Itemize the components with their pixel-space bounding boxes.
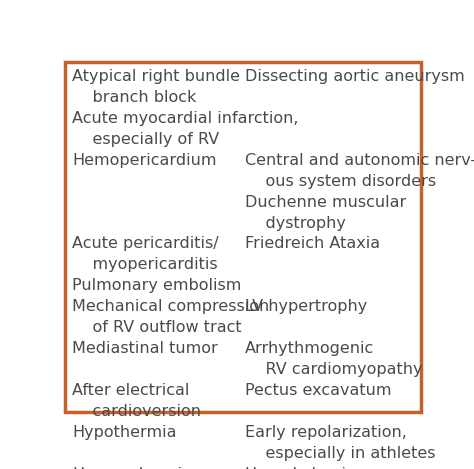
Text: especially of RV: especially of RV — [72, 132, 219, 147]
Text: Central and autonomic nerv-: Central and autonomic nerv- — [245, 153, 474, 168]
Text: LV hypertrophy: LV hypertrophy — [245, 299, 367, 314]
Text: branch block: branch block — [72, 90, 197, 105]
Text: Hyperkalemia: Hyperkalemia — [245, 467, 356, 469]
Text: Hypercalcemia: Hypercalcemia — [72, 467, 192, 469]
Text: Friedreich Ataxia: Friedreich Ataxia — [245, 236, 380, 251]
Text: cardioversion: cardioversion — [72, 404, 201, 419]
Text: especially in athletes: especially in athletes — [245, 446, 435, 461]
Text: Atypical right bundle: Atypical right bundle — [72, 69, 240, 84]
Text: myopericarditis: myopericarditis — [72, 257, 218, 272]
Text: After electrical: After electrical — [72, 383, 190, 398]
Text: dystrophy: dystrophy — [245, 216, 346, 231]
Text: Mediastinal tumor: Mediastinal tumor — [72, 341, 218, 356]
Text: Pulmonary embolism: Pulmonary embolism — [72, 279, 241, 294]
Text: Mechanical compression: Mechanical compression — [72, 299, 269, 314]
Text: Duchenne muscular: Duchenne muscular — [245, 195, 406, 210]
Text: ous system disorders: ous system disorders — [245, 174, 436, 189]
Text: of RV outflow tract: of RV outflow tract — [72, 320, 242, 335]
Text: Hypothermia: Hypothermia — [72, 425, 177, 440]
Text: Hemopericardium: Hemopericardium — [72, 153, 217, 168]
Text: Early repolarization,: Early repolarization, — [245, 425, 407, 440]
Text: Arrhythmogenic: Arrhythmogenic — [245, 341, 374, 356]
Text: Acute myocardial infarction,: Acute myocardial infarction, — [72, 111, 299, 126]
Text: Acute pericarditis/: Acute pericarditis/ — [72, 236, 219, 251]
Text: RV cardiomyopathy: RV cardiomyopathy — [245, 362, 422, 377]
FancyBboxPatch shape — [65, 62, 421, 412]
Text: Dissecting aortic aneurysm: Dissecting aortic aneurysm — [245, 69, 465, 84]
Text: Pectus excavatum: Pectus excavatum — [245, 383, 391, 398]
